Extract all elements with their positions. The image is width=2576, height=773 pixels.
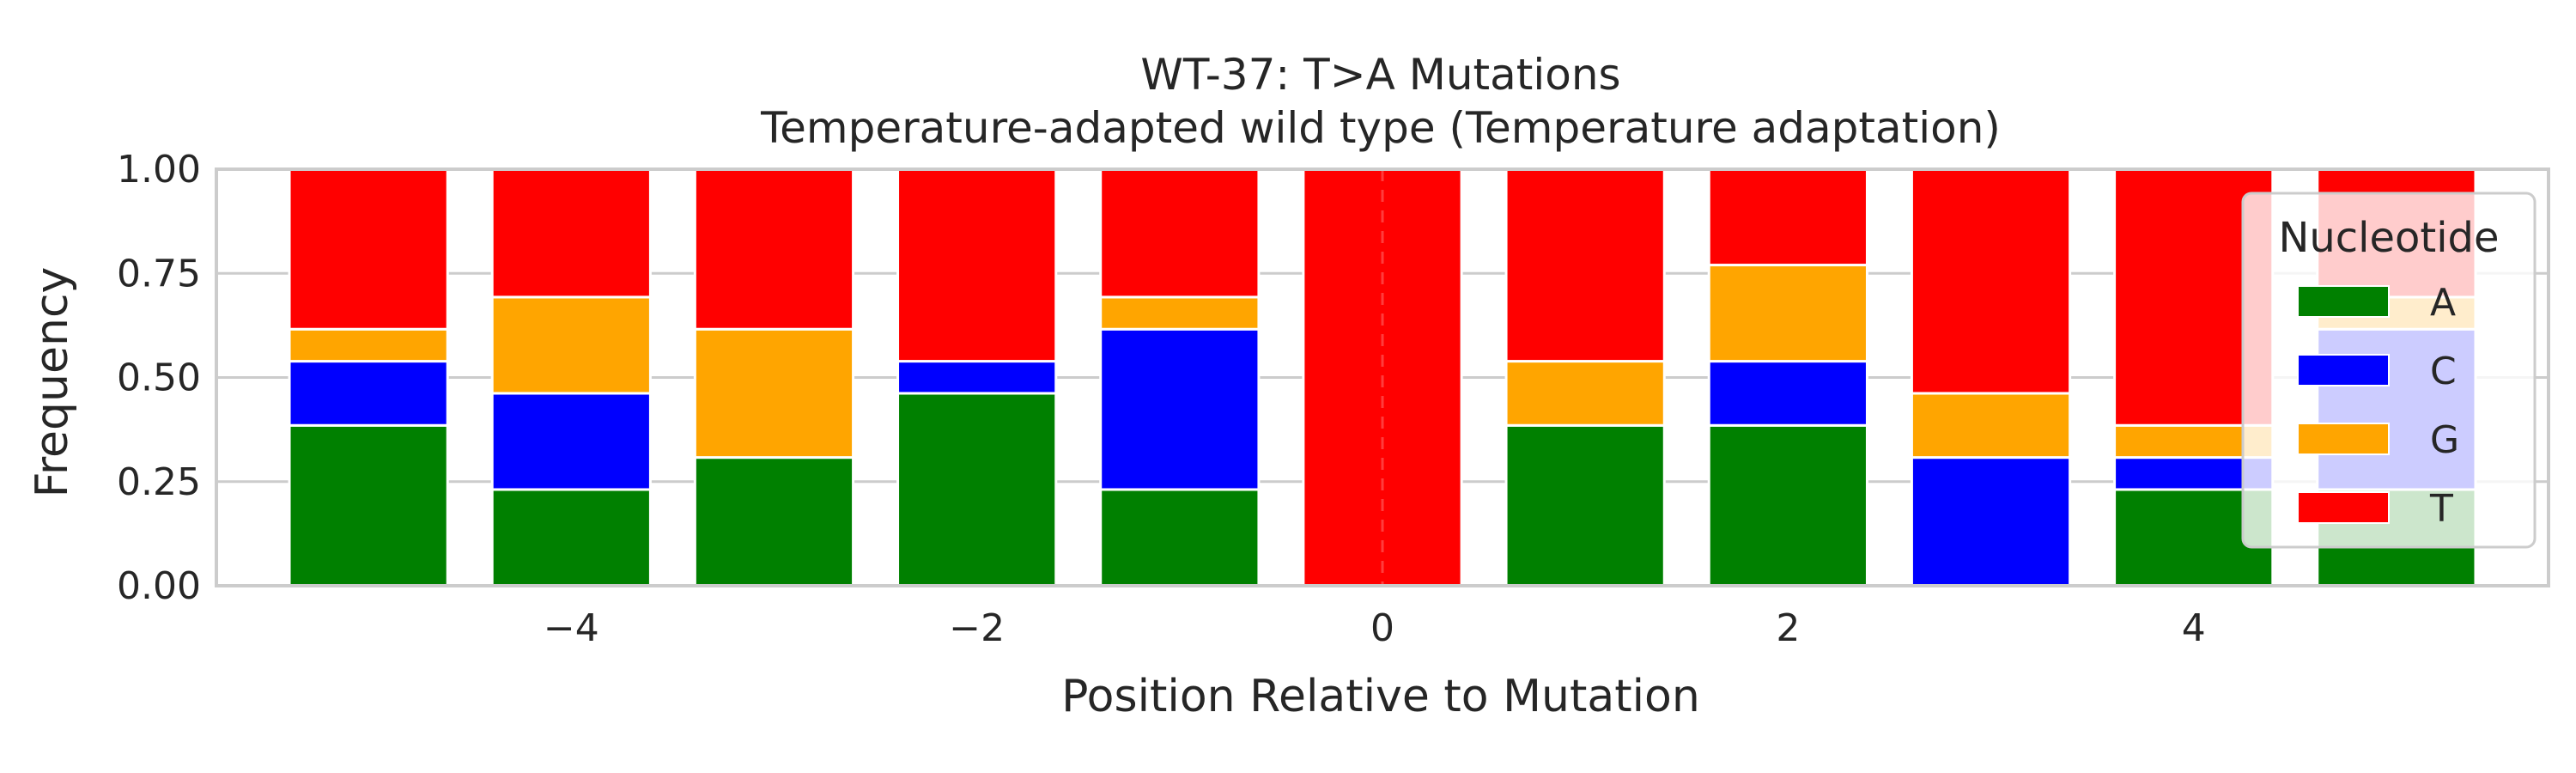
legend-swatch-g — [2297, 423, 2390, 455]
x-tick-label: −4 — [544, 606, 599, 650]
bar-segment-c — [1707, 360, 1868, 427]
bar-segment-c — [1099, 327, 1261, 491]
x-tick-label: 4 — [2182, 606, 2206, 650]
x-axis-label: Position Relative to Mutation — [1061, 671, 1700, 722]
bar-segment-t — [693, 167, 855, 331]
x-tick-label: 2 — [1776, 606, 1800, 650]
bar-segment-g — [1910, 392, 2072, 460]
bar-segment-g — [1099, 295, 1261, 331]
y-tick-label: 0.25 — [117, 460, 201, 504]
legend-swatch-c — [2297, 354, 2390, 386]
bar-segment-a — [1707, 423, 1868, 587]
bar-segment-c — [288, 360, 449, 427]
x-tick-label: −2 — [949, 606, 1005, 650]
y-axis-label: Frequency — [27, 267, 78, 498]
bar-segment-g — [1504, 360, 1666, 427]
plot-frame — [215, 167, 2550, 587]
bar-segment-t — [1504, 167, 1666, 363]
bar-segment-a — [693, 456, 855, 587]
legend-swatch-a — [2297, 285, 2390, 318]
y-tick-label: 1.00 — [117, 148, 201, 192]
bar-segment-t — [490, 167, 652, 299]
bar-segment-a — [1504, 423, 1666, 587]
bar-segment-g — [1707, 264, 1868, 363]
x-tick-label: 0 — [1370, 606, 1394, 650]
y-tick-label: 0.00 — [117, 564, 201, 608]
bar-segment-a — [896, 392, 1058, 587]
legend-label-a: A — [2430, 281, 2456, 325]
legend-label-g: G — [2430, 418, 2459, 462]
bar-segment-t — [1099, 167, 1261, 299]
bar-segment-g — [693, 327, 855, 460]
y-tick-label: 0.50 — [117, 356, 201, 400]
bar-segment-c — [1910, 456, 2072, 587]
bar-segment-t — [896, 167, 1058, 363]
y-tick-label: 0.75 — [117, 252, 201, 295]
legend-label-t: T — [2429, 487, 2453, 531]
legend-title: Nucleotide — [2278, 214, 2499, 262]
bar-segment-t — [288, 167, 449, 331]
bar-segment-a — [288, 423, 449, 587]
bar-segment-c — [896, 360, 1058, 395]
bar-segment-a — [1099, 488, 1261, 587]
bar-segment-t — [1707, 167, 1868, 267]
legend-label-c: C — [2430, 350, 2457, 393]
chart-subtitle: Temperature-adapted wild type (Temperatu… — [760, 103, 2001, 153]
chart-title: WT-37: T>A Mutations — [1140, 50, 1620, 100]
legend-swatch-t — [2297, 491, 2390, 524]
bar-segment-t — [1910, 167, 2072, 395]
bar-segment-a — [490, 488, 652, 587]
bar-segment-c — [490, 392, 652, 491]
bar-segment-g — [490, 295, 652, 395]
bar-segment-g — [288, 327, 449, 363]
